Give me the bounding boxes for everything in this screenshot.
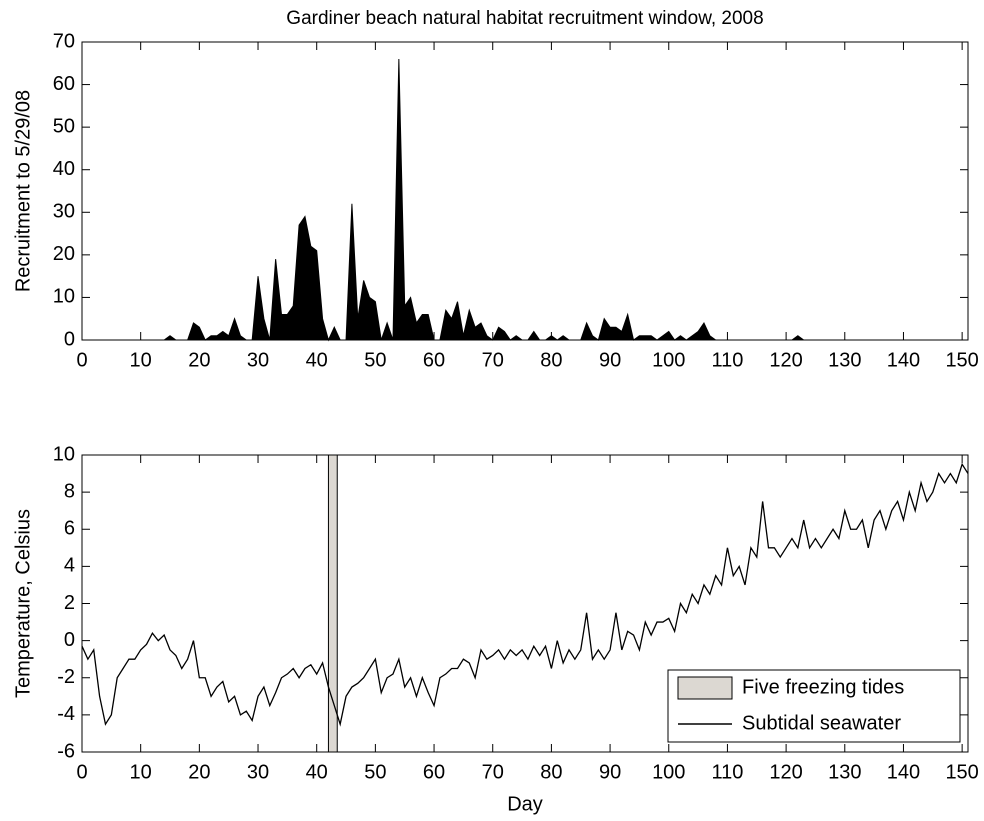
x-tick-label: 100 <box>652 761 685 783</box>
y-tick-label: 10 <box>53 286 75 308</box>
y-tick-label: -4 <box>57 703 75 725</box>
x-tick-label: 110 <box>711 349 743 371</box>
x-tick-label: 140 <box>887 761 920 783</box>
y-tick-label: 20 <box>53 243 75 265</box>
x-tick-label: 90 <box>599 761 621 783</box>
x-tick-label: 50 <box>364 349 386 371</box>
y-tick-label: -6 <box>57 740 75 762</box>
x-tick-label: 80 <box>540 761 562 783</box>
x-tick-label: 0 <box>76 761 87 783</box>
x-tick-label: 150 <box>945 761 978 783</box>
span <box>327 454 338 753</box>
y-tick-label: 0 <box>64 629 75 651</box>
x-tick-label: 130 <box>828 761 861 783</box>
x-tick-label: 40 <box>306 349 328 371</box>
x-tick-label: 60 <box>423 761 445 783</box>
y-tick-label: 40 <box>53 158 75 180</box>
x-tick-label: 80 <box>540 349 562 371</box>
x-tick-label: 0 <box>76 349 87 371</box>
x-tick-label: 70 <box>482 761 504 783</box>
x-tick-label: 40 <box>306 761 328 783</box>
x-tick-label: 140 <box>887 349 920 371</box>
legend-swatch <box>677 676 733 700</box>
x-tick-label: 110 <box>711 761 743 783</box>
x-tick-label: 100 <box>652 349 685 371</box>
x-tick-label: 10 <box>130 761 152 783</box>
x-tick-label: 30 <box>247 349 269 371</box>
x-tick-label: 30 <box>247 761 269 783</box>
x-axis-label: Day <box>507 793 543 815</box>
y-tick-label: 4 <box>64 555 75 577</box>
y-axis-label: Temperature, Celsius <box>12 509 34 698</box>
y-tick-label: 70 <box>53 30 75 52</box>
x-tick-label: 20 <box>188 349 210 371</box>
x-tick-label: 150 <box>945 349 978 371</box>
x-tick-label: 120 <box>769 761 802 783</box>
y-axis-label: Recruitment to 5/29/08 <box>12 90 34 292</box>
x-tick-label: 10 <box>130 349 152 371</box>
x-tick-label: 120 <box>769 349 802 371</box>
x-tick-label: 90 <box>599 349 621 371</box>
y-tick-label: 30 <box>53 201 75 223</box>
y-tick-label: 50 <box>53 115 75 137</box>
y-tick-label: 6 <box>64 518 75 540</box>
y-tick-label: 10 <box>53 443 75 465</box>
x-tick-label: 70 <box>482 349 504 371</box>
y-tick-label: 0 <box>64 328 75 350</box>
y-tick-label: 8 <box>64 480 75 502</box>
y-tick-label: 60 <box>53 73 75 95</box>
y-tick-label: 2 <box>64 592 75 614</box>
y-tick-label: -2 <box>57 666 75 688</box>
x-tick-label: 60 <box>423 349 445 371</box>
line <box>81 462 969 727</box>
x-tick-label: 130 <box>828 349 861 371</box>
x-tick-label: 20 <box>188 761 210 783</box>
axes-frame <box>81 41 969 341</box>
legend-label: Five freezing tides <box>742 676 904 698</box>
legend-label: Subtidal seawater <box>742 712 901 734</box>
chart-title: Gardiner beach natural habitat recruitme… <box>286 8 763 29</box>
x-tick-label: 50 <box>364 761 386 783</box>
